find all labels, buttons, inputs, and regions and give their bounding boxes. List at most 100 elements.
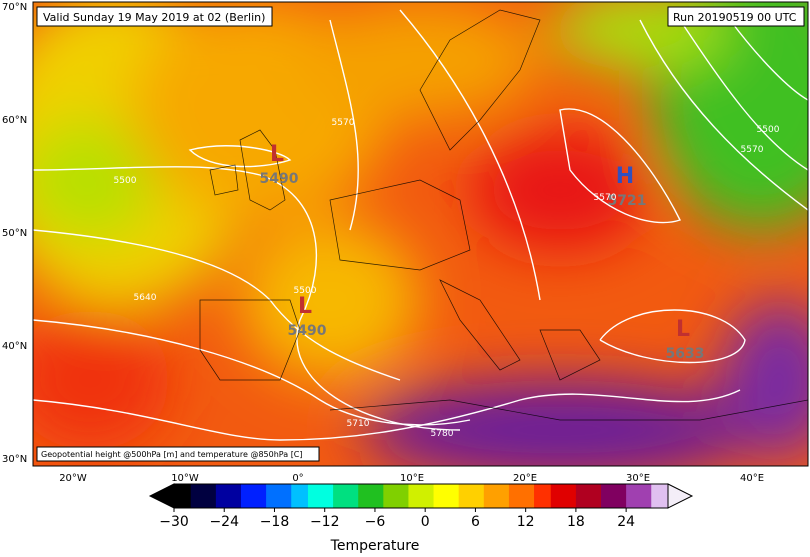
lon-label: 40°E xyxy=(740,473,764,484)
colorbar-cell xyxy=(483,484,493,508)
colorbar-cell xyxy=(257,484,267,508)
colorbar-cell xyxy=(383,484,393,508)
colorbar-cell xyxy=(316,484,326,508)
contours xyxy=(33,9,808,441)
colorbar-cell xyxy=(425,484,435,508)
colorbar-cell xyxy=(349,484,359,508)
lon-label: 10°W xyxy=(171,473,199,484)
valid-time: Valid Sunday 19 May 2019 at 02 (Berlin) xyxy=(43,11,265,24)
contour-label: 5570 xyxy=(741,145,764,155)
pressure-center-letter: L xyxy=(298,294,312,319)
pressure-center-letter: L xyxy=(270,142,284,167)
pressure-center-value: 5490 xyxy=(260,171,299,187)
field-note: Geopotential height @500hPa [m] and temp… xyxy=(41,450,303,459)
contour-label: 5710 xyxy=(347,419,370,429)
colorbar-cell xyxy=(416,484,426,508)
contour-label: 5570 xyxy=(332,118,355,128)
colorbar-cell xyxy=(299,484,309,508)
colorbar-cell xyxy=(659,484,669,508)
pressure-center-value: 5721 xyxy=(608,193,647,209)
colorbar-tick-label: −30 xyxy=(159,514,189,530)
lon-label: 20°W xyxy=(59,473,87,484)
colorbar-cell xyxy=(391,484,401,508)
map-frame xyxy=(32,1,809,467)
colorbar-cell xyxy=(467,484,476,508)
colorbar-cell xyxy=(601,484,610,508)
pressure-center-letter: L xyxy=(676,317,690,342)
colorbar-arrow-left xyxy=(148,483,175,509)
colorbar-tick-label: 24 xyxy=(617,514,635,530)
lat-label: 40°N xyxy=(2,341,27,352)
lon-label: 10°E xyxy=(400,473,424,484)
lon-label: 20°E xyxy=(513,473,537,484)
colorbar-cell xyxy=(341,484,351,508)
colorbar-cell xyxy=(207,484,217,508)
colorbar-cell xyxy=(642,484,652,508)
colorbar-cell xyxy=(542,484,552,508)
lon-label: 0° xyxy=(292,473,303,484)
colorbar-cell xyxy=(550,484,560,508)
colorbar-cell xyxy=(366,484,376,508)
colorbar-cell xyxy=(626,484,636,508)
colorbar-arrow-right xyxy=(667,483,694,509)
coastlines xyxy=(199,9,808,421)
colorbar-tick-label: 0 xyxy=(421,514,430,530)
colorbar-cell xyxy=(492,484,502,508)
colorbar-cell xyxy=(215,484,225,508)
colorbar-cell xyxy=(274,484,284,508)
colorbar-cell xyxy=(358,484,368,508)
colorbar-tick-label: −18 xyxy=(260,514,290,530)
run-time: Run 20190519 00 UTC xyxy=(673,11,797,24)
colorbar-cell xyxy=(475,484,485,508)
colorbar-tick-label: −12 xyxy=(310,514,340,530)
colorbar-cell xyxy=(525,484,535,508)
note-box xyxy=(36,446,320,462)
colorbar-cell xyxy=(500,484,510,508)
colorbar-cell xyxy=(249,484,259,508)
colorbar-cell xyxy=(567,484,577,508)
colorbar-tick-label: 6 xyxy=(471,514,480,530)
dynamic-layer: 70°N 60°N 50°N 40°N 30°N 20°W 10°W 0° 10°E 20°E 30… xyxy=(2,2,780,530)
colorbar-cell xyxy=(199,484,208,508)
lon-label: 30°E xyxy=(626,473,650,484)
colorbar-cell xyxy=(592,484,602,508)
pressure-center-value: 5490 xyxy=(288,323,327,339)
colorbar-tick-label: −24 xyxy=(209,514,239,530)
colorbar-cell xyxy=(609,484,619,508)
colorbar-tick-label: 12 xyxy=(517,514,535,530)
colorbar-cell xyxy=(174,484,183,508)
colorbar-cell xyxy=(232,484,242,508)
contour-label: 5570 xyxy=(594,193,617,203)
lat-label: 30°N xyxy=(2,454,27,465)
pressure-center-letter: H xyxy=(616,164,634,189)
header: Valid Sunday 19 May 2019 at 02 (Berlin) … xyxy=(36,6,805,554)
colorbar-cell xyxy=(450,484,460,508)
colorbar-cell xyxy=(584,484,594,508)
colorbar-cell xyxy=(291,484,301,508)
colorbar-cell xyxy=(224,484,234,508)
colorbar-cell xyxy=(617,484,627,508)
colorbar-cell xyxy=(433,484,443,508)
contour-label: 5780 xyxy=(431,429,454,439)
colorbar-cell xyxy=(559,484,569,508)
run-box xyxy=(667,6,805,27)
colorbar-cell xyxy=(458,484,468,508)
colorbar-cell xyxy=(182,484,192,508)
colorbar-cell xyxy=(400,484,409,508)
colorbar-tick-label: 18 xyxy=(567,514,585,530)
colorbar-cell xyxy=(333,484,342,508)
map-field xyxy=(33,2,808,466)
contour-label: 5500 xyxy=(757,125,780,135)
colorbar-cell xyxy=(266,484,275,508)
lat-label: 50°N xyxy=(2,228,27,239)
pressure-center-value: 5633 xyxy=(666,346,705,362)
colorbar-cell xyxy=(575,484,585,508)
colorbar-cell xyxy=(307,484,317,508)
contour-label: 5500 xyxy=(294,286,317,296)
colorbar-cell xyxy=(634,484,644,508)
contour-label: 5500 xyxy=(114,176,137,186)
colorbar-cell xyxy=(282,484,292,508)
colorbar-cell xyxy=(441,484,451,508)
colorbar-cell xyxy=(534,484,543,508)
